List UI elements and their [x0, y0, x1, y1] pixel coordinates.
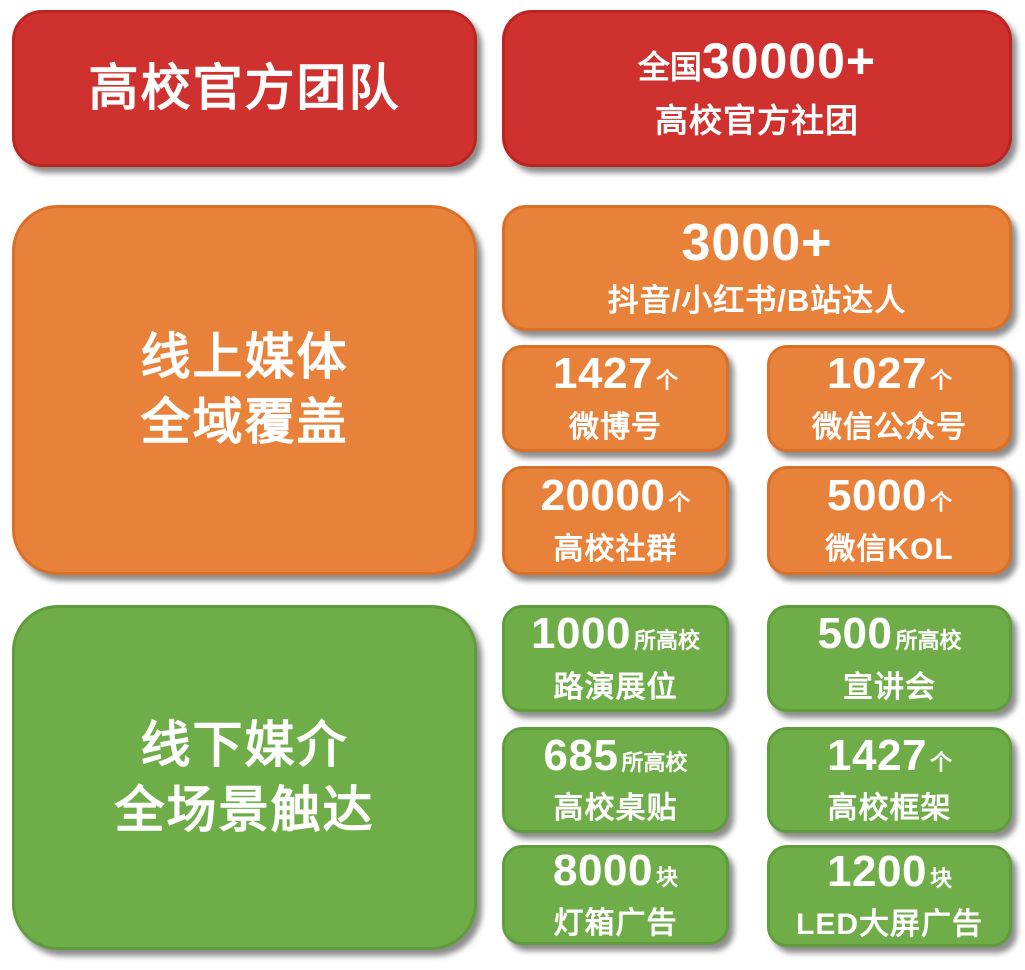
campus-groups-stat-line: 20000 个	[541, 473, 691, 519]
campus-groups-value: 20000	[540, 471, 666, 521]
desk-sticker-value: 685	[543, 730, 619, 780]
roadshow-booth-stat-line: 1000 所高校	[531, 611, 700, 657]
desk-sticker-label: 高校桌贴	[553, 792, 678, 826]
roadshow-booth-unit: 所高校	[633, 628, 700, 654]
campus-frame-value: 1427	[827, 730, 927, 780]
stat-card-desk-sticker: 685 所高校 高校桌贴	[502, 727, 729, 833]
influencers-value: 3000+	[681, 213, 833, 272]
lightbox-ad-stat-line: 8000 块	[553, 845, 678, 895]
wechat-kol-stat-line: 5000 个	[827, 473, 952, 519]
desk-sticker-unit: 所高校	[621, 749, 688, 775]
online-media-headline-card: 线上媒体 全域覆盖	[12, 205, 477, 575]
stat-card-campus-groups: 20000 个 高校社群	[502, 466, 729, 575]
led-screen-ad-unit: 块	[929, 865, 952, 891]
led-screen-ad-stat-line: 1200 块	[827, 846, 952, 896]
offline-media-headline-line2: 全场景触达	[114, 781, 375, 838]
wechat-official-stat-line: 1027 个	[827, 351, 952, 397]
wechat-official-label: 微信公众号	[812, 410, 967, 444]
official-team-headline: 高校官方团队	[88, 60, 401, 116]
official-team-stat-prefix: 全国	[637, 49, 702, 86]
weibo-label: 微博号	[569, 410, 662, 444]
official-team-stat-card: 全国 30000+ 高校官方社团	[502, 10, 1012, 167]
official-team-headline-card: 高校官方团队	[12, 10, 477, 167]
lightbox-ad-unit: 块	[655, 864, 678, 890]
stat-card-lightbox-ad: 8000 块 灯箱广告	[502, 845, 729, 945]
roadshow-booth-label: 路演展位	[553, 670, 678, 704]
campus-groups-unit: 个	[668, 490, 691, 516]
offline-media-headline-card: 线下媒介 全场景触达	[12, 605, 477, 950]
led-screen-ad-label: LED大屏广告	[796, 908, 983, 942]
roadshow-booth-value: 1000	[531, 609, 631, 659]
official-team-stat-label: 高校官方社团	[655, 101, 859, 139]
stat-card-roadshow-booth: 1000 所高校 路演展位	[502, 605, 729, 712]
weibo-value: 1427	[553, 349, 653, 399]
weibo-stat-line: 1427 个	[553, 351, 678, 397]
stat-card-info-session: 500 所高校 宣讲会	[767, 605, 1012, 712]
stat-card-weibo: 1427 个 微博号	[502, 345, 729, 452]
desk-sticker-stat-line: 685 所高校	[543, 730, 688, 780]
led-screen-ad-value: 1200	[827, 846, 927, 896]
online-media-headline-line1: 线上媒体	[140, 329, 349, 385]
weibo-unit: 个	[655, 368, 678, 394]
lightbox-ad-value: 8000	[553, 845, 653, 895]
wechat-official-value: 1027	[827, 349, 927, 399]
official-team-stat-line: 全国 30000+	[638, 35, 876, 88]
stat-card-led-screen-ad: 1200 块 LED大屏广告	[767, 845, 1012, 947]
info-session-stat-line: 500 所高校	[818, 611, 962, 657]
info-session-value: 500	[817, 609, 893, 659]
influencers-label: 抖音/小红书/B站达人	[607, 282, 907, 318]
wechat-kol-value: 5000	[827, 471, 927, 521]
offline-media-headline-line1: 线下媒介	[140, 716, 349, 773]
online-media-headline-line2: 全域覆盖	[140, 394, 349, 450]
stat-card-campus-frame: 1427 个 高校框架	[767, 727, 1012, 833]
official-team-stat-value: 30000+	[701, 33, 877, 90]
campus-groups-label: 高校社群	[553, 532, 678, 566]
lightbox-ad-label: 灯箱广告	[553, 907, 678, 941]
info-session-label: 宣讲会	[843, 670, 936, 704]
stat-card-influencers: 3000+ 抖音/小红书/B站达人	[502, 205, 1012, 331]
wechat-kol-unit: 个	[929, 490, 952, 516]
campus-frame-unit: 个	[929, 749, 952, 775]
wechat-official-unit: 个	[929, 368, 952, 394]
stat-card-wechat-kol: 5000 个 微信KOL	[767, 466, 1012, 575]
campus-frame-label: 高校框架	[827, 792, 952, 826]
info-session-unit: 所高校	[895, 628, 962, 654]
stat-card-wechat-official: 1027 个 微信公众号	[767, 345, 1012, 452]
campus-frame-stat-line: 1427 个	[827, 730, 952, 780]
wechat-kol-label: 微信KOL	[825, 532, 954, 566]
